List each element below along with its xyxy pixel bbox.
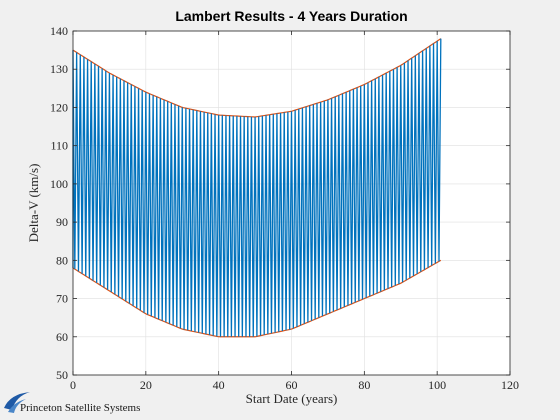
y-tick-label: 140 [50, 24, 68, 38]
delta-v-series-line [72, 38, 442, 337]
x-tick-label: 100 [428, 378, 446, 392]
y-axis-label: Delta-V (km/s) [26, 164, 41, 243]
y-tick-label: 120 [50, 100, 68, 114]
x-tick-label: 80 [358, 378, 370, 392]
y-tick-label: 60 [56, 330, 68, 344]
x-tick-label: 20 [140, 378, 152, 392]
y-tick-label: 100 [50, 177, 68, 191]
logo: Princeton Satellite Systems [4, 392, 140, 414]
x-tick-label: 60 [286, 378, 298, 392]
x-tick-label: 120 [501, 378, 519, 392]
axis-ticks: 0 20 40 60 80 100 120 50 60 70 80 90 100 110 120 130 140 [50, 24, 519, 392]
y-tick-label: 50 [56, 368, 68, 382]
y-tick-label: 130 [50, 62, 68, 76]
y-tick-label: 70 [56, 292, 68, 306]
y-tick-label: 110 [50, 139, 68, 153]
x-axis-label: Start Date (years) [246, 391, 338, 406]
x-tick-label: 0 [70, 378, 76, 392]
delta-v-series [72, 38, 442, 337]
upper-envelope-line [72, 38, 442, 118]
logo-swoosh-icon [4, 392, 30, 410]
chart-title: Lambert Results - 4 Years Duration [175, 8, 407, 24]
y-tick-label: 90 [56, 215, 68, 229]
y-tick-label: 80 [56, 253, 68, 267]
logo-swoosh-small-icon [8, 399, 26, 413]
logo-text: Princeton Satellite Systems [20, 402, 140, 414]
x-tick-label: 40 [213, 378, 225, 392]
